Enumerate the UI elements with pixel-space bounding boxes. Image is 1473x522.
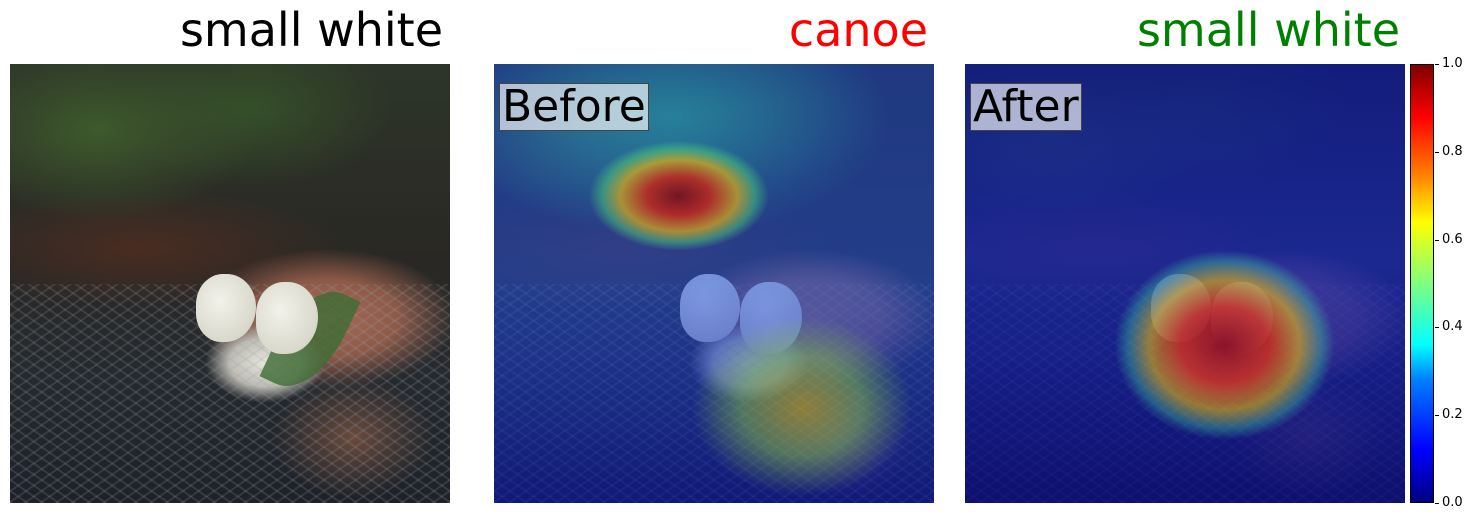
colorbar-tick	[1435, 415, 1439, 416]
panel-2-title: canoe	[788, 3, 928, 57]
heatmap-overlay-after	[965, 64, 1405, 503]
colorbar-tick-label: 1.0	[1442, 56, 1463, 71]
original-image-panel	[10, 64, 450, 503]
butterfly-wing-right	[256, 282, 318, 354]
colorbar-tick-label: 0.4	[1442, 319, 1463, 334]
panel-3-title: small white	[1136, 3, 1400, 57]
heatmap-overlay-before	[494, 64, 934, 503]
colorbar-tick	[1435, 152, 1439, 153]
colorbar-tick	[1435, 240, 1439, 241]
colorbar-tick-label: 0.2	[1442, 407, 1463, 422]
before-label: Before	[499, 83, 649, 131]
after-heatmap-panel: After	[965, 64, 1405, 503]
before-heatmap-panel: Before	[494, 64, 934, 503]
colorbar-tick-label: 0.6	[1442, 232, 1463, 247]
colorbar-tick-label: 0.8	[1442, 144, 1463, 159]
after-label: After	[970, 83, 1082, 131]
colorbar-tick-label: 0.0	[1442, 495, 1463, 510]
colorbar-tick	[1435, 327, 1439, 328]
colorbar-tick	[1435, 64, 1439, 65]
colorbar	[1410, 64, 1434, 503]
colorbar-tick	[1435, 503, 1439, 504]
butterfly-wing-left	[196, 274, 256, 342]
panel-1-title: small white	[179, 3, 443, 57]
